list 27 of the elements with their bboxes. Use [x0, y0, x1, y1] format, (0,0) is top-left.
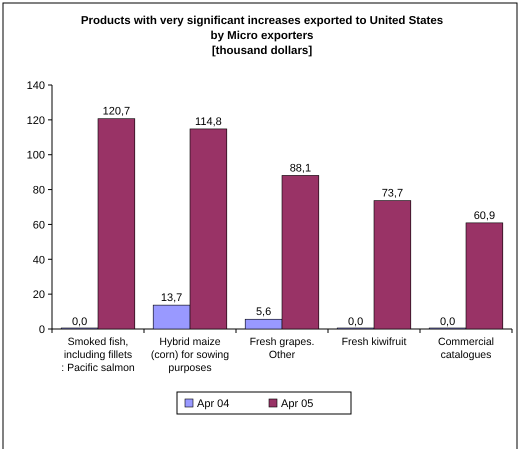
y-tick-label: 140 — [26, 80, 45, 92]
data-label: 60,9 — [474, 210, 496, 222]
data-label: 73,7 — [382, 188, 404, 200]
x-tick-label: Fresh grapes. Other — [250, 336, 314, 361]
chart-title: Products with very significant increases exported to United States by Micro exporters — [80, 15, 444, 42]
data-label: 120,7 — [102, 106, 130, 118]
y-tick-label: 60 — [32, 219, 45, 232]
data-label: 0,0 — [440, 316, 456, 328]
y-tick-label: 0 — [38, 324, 45, 336]
data-label: 0,0 — [348, 316, 364, 328]
y-tick-label: 80 — [32, 184, 45, 197]
x-tick-label: Hybrid maize (corn) for sowing purposes — [150, 336, 230, 374]
legend-label: Apr 05 — [281, 398, 314, 410]
data-label: 13,7 — [160, 292, 182, 304]
chart-subtitle: [thousand dollars] — [212, 45, 312, 57]
y-tick-label: 20 — [32, 289, 45, 302]
y-tick-label: 40 — [32, 254, 45, 266]
data-label: 114,8 — [195, 116, 222, 128]
y-tick-label: 100 — [26, 150, 45, 162]
y-tick-label: 120 — [26, 114, 45, 127]
legend-label: Apr 04 — [197, 398, 230, 410]
x-tick-label: Commercial catalogues — [438, 336, 494, 361]
x-tick-label: Fresh kiwifruit — [342, 336, 406, 348]
x-tick-label: Smoked fish, including fillets : Pacific salmon — [61, 336, 135, 374]
data-label: 88,1 — [290, 162, 312, 174]
data-label: 0,0 — [72, 316, 88, 328]
data-label: 5,6 — [256, 306, 272, 318]
